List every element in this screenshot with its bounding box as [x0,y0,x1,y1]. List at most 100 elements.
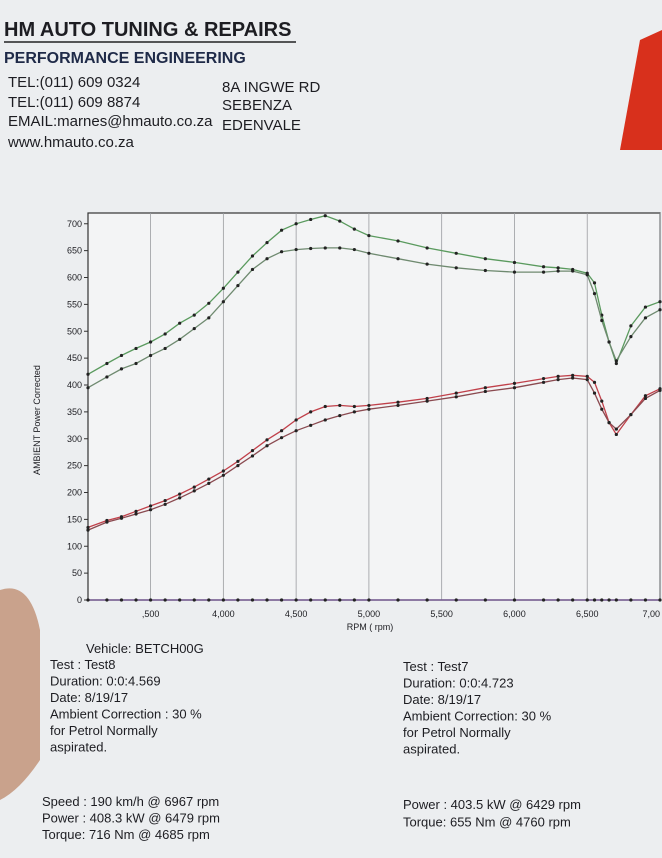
info-line: Torque: 716 Nm @ 4685 rpm [42,827,210,842]
point [250,454,255,458]
point [658,308,662,312]
point [323,214,327,218]
point [367,598,371,602]
point [105,375,109,379]
point [221,473,225,477]
company-title: HM AUTO TUNING & REPAIRS [4,19,291,41]
finger [0,588,40,800]
x-tick-label: 5,500 [430,609,453,619]
point [221,469,225,473]
x-tick-label: 4,500 [285,609,308,619]
line [87,377,661,531]
point [294,429,298,433]
point [338,246,342,250]
contact: TEL:(011) 609 8874 [8,94,140,111]
point [658,598,662,602]
y-tick-label: 650 [67,246,82,256]
point [614,361,618,366]
point [148,340,153,344]
point [454,251,458,255]
contact: www.hmauto.co.za [7,134,135,151]
point [236,270,240,274]
point [600,399,604,403]
company-subtitle: PERFORMANCE ENGINEERING [4,50,246,67]
point [614,432,618,437]
point [367,407,371,411]
contact: TEL:(011) 609 0324 [8,74,140,91]
info-line: Date: 8/19/17 [50,690,128,705]
point [279,598,284,602]
point [134,509,138,513]
point [207,481,211,485]
point [250,448,255,453]
point [163,502,167,506]
point [134,361,138,366]
point [265,598,269,602]
point [192,326,196,331]
vehicle: Vehicle: BETCH00G [86,641,204,656]
info-line: aspirated. [403,742,460,757]
point [512,260,517,265]
point [134,512,138,516]
point [279,436,284,440]
logo [620,30,662,150]
address: SEBENZA [222,97,292,114]
point [265,438,269,442]
point [163,346,167,351]
point [541,598,546,602]
point [585,378,589,382]
point [352,598,356,602]
info-line: Ambient Correction: 30 % [403,709,552,724]
info-line: for Petrol Normally [50,723,158,738]
x-tick-label: ,500 [142,609,160,619]
y-tick-label: 0 [77,595,82,605]
point [454,395,458,399]
point [134,346,138,351]
point [614,359,618,363]
point [148,504,153,508]
point [236,459,240,463]
point [250,267,255,272]
point [556,378,560,382]
point [425,246,429,250]
point [629,324,633,328]
point [556,269,560,273]
point [585,273,589,277]
point [571,373,575,377]
y-tick-label: 250 [67,461,82,471]
point [614,598,618,602]
line [87,247,661,389]
point [163,598,167,602]
point [105,520,109,524]
point [294,418,298,422]
chart: ,500 4,000 4,500 5,000 5,500 6,000 6,500 7,00 0 5… [67,212,662,619]
point [294,598,298,602]
point [643,305,648,309]
point [105,361,109,366]
y-tick-label: 450 [67,353,82,363]
point [585,374,589,378]
point [309,423,313,427]
point [592,292,597,296]
point [454,266,458,270]
y-axis-label: AMBIENT Power Corrected [32,365,42,475]
point [367,233,371,238]
line [87,215,661,375]
point [178,496,182,500]
point [396,598,400,602]
point [396,257,400,261]
point [178,321,182,325]
point [352,410,356,414]
line [87,374,661,529]
address: EDENVALE [222,117,301,134]
point [512,270,517,274]
point [425,262,429,266]
point [658,300,662,304]
point [396,400,400,404]
info-line: Test : Test8 [50,657,116,672]
point [338,414,342,418]
point [86,372,90,376]
info-line: Duration: 0:0:4.569 [50,674,161,689]
